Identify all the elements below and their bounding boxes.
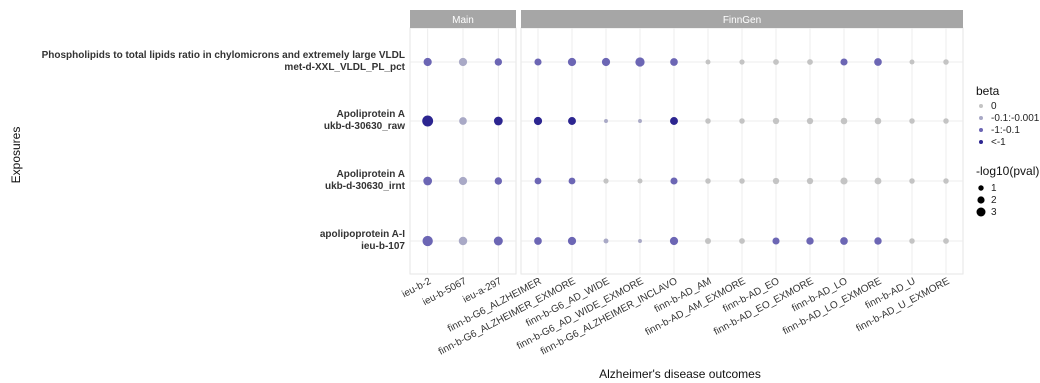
data-point — [567, 57, 577, 67]
legend-color-key — [979, 104, 983, 108]
facet-panels: Main FinnGen — [409, 10, 964, 275]
data-point — [739, 59, 745, 65]
data-point — [459, 117, 467, 125]
data-point — [773, 59, 779, 65]
y-tick-label-id: ukb-d-30630_raw — [324, 121, 405, 132]
data-point — [943, 59, 949, 65]
data-point — [422, 235, 433, 247]
data-point — [635, 57, 645, 67]
data-point — [534, 177, 542, 185]
facet-strip-label: Main — [452, 15, 474, 26]
y-tick-label-id: ukb-d-30630_irnt — [325, 181, 406, 192]
legend-size-label: 1 — [991, 183, 997, 194]
legend-color-key — [979, 128, 983, 132]
x-axis-title: Alzheimer's disease outcomes — [599, 367, 761, 381]
legend-size-key — [978, 185, 984, 191]
data-point — [568, 177, 576, 185]
legend-size-key — [976, 207, 986, 217]
data-point — [840, 177, 848, 185]
x-axis-tick-labels: ieu-b-2ieu-b-5067ieu-a-297finn-b-G6_ALZH… — [400, 276, 951, 358]
data-point — [637, 178, 643, 184]
data-point — [909, 59, 915, 65]
data-point — [603, 178, 609, 184]
data-point — [567, 236, 577, 246]
data-point — [534, 58, 542, 66]
data-point — [669, 236, 679, 246]
facet-strip-finngen — [521, 10, 963, 28]
legend-size-label: 2 — [991, 195, 997, 206]
data-point — [806, 237, 814, 245]
data-point — [739, 178, 745, 184]
y-tick-label-name: Apoliprotein A — [336, 109, 405, 120]
data-point — [670, 177, 678, 185]
data-point — [670, 58, 678, 66]
data-point — [704, 237, 712, 245]
legend-color-label: -1:-0.1 — [991, 125, 1020, 136]
legend-color-key — [979, 140, 983, 144]
data-point — [494, 177, 503, 185]
data-point — [909, 238, 915, 244]
data-point — [494, 58, 503, 66]
data-point — [943, 178, 949, 184]
data-point — [874, 58, 882, 66]
data-point — [739, 238, 745, 244]
data-point — [909, 178, 915, 184]
data-point — [423, 176, 433, 186]
data-point — [638, 119, 642, 123]
data-point — [638, 239, 642, 243]
legend-size-label: 3 — [991, 207, 997, 218]
data-point — [772, 237, 780, 245]
data-point — [840, 58, 848, 66]
data-point — [806, 177, 814, 185]
legend-size-title: -log10(pval) — [976, 164, 1039, 178]
facet-strip-label: FinnGen — [723, 15, 761, 26]
legend-color-label: 0 — [991, 101, 997, 112]
data-point — [670, 117, 678, 125]
facet-strip-main — [410, 10, 516, 28]
legend-color-title: beta — [976, 84, 1000, 98]
data-point — [458, 57, 468, 67]
data-point — [909, 118, 915, 124]
y-tick-label-id: met-d-XXL_VLDL_PL_pct — [284, 62, 405, 73]
y-axis-tick-labels: Phospholipids to total lipids ratio in c… — [42, 50, 406, 252]
data-point — [458, 176, 468, 186]
y-tick-label-name: Apoliprotein A — [336, 169, 405, 180]
legend-color-key — [979, 116, 983, 120]
legend-color-label: <-1 — [991, 137, 1006, 148]
data-point — [533, 116, 543, 126]
data-point — [458, 236, 468, 246]
data-point — [422, 115, 434, 127]
data-point — [493, 236, 503, 246]
data-point — [739, 118, 745, 124]
data-point — [807, 59, 813, 65]
data-point — [943, 118, 949, 124]
data-point — [874, 117, 882, 125]
data-point — [604, 119, 608, 123]
data-point — [874, 177, 882, 185]
data-point — [772, 177, 780, 185]
legend: beta 0-0.1:-0.001-1:-0.1<-1 -log10(pval) 12… — [976, 84, 1040, 218]
data-point — [534, 237, 542, 245]
data-point — [840, 117, 848, 125]
data-point — [423, 57, 432, 67]
data-point — [603, 238, 609, 244]
legend-size-key — [977, 196, 985, 204]
data-point — [943, 238, 949, 244]
data-point — [772, 117, 780, 125]
y-tick-label-name: apolipoprotein A-I — [320, 229, 405, 240]
y-axis-title: Exposures — [9, 127, 23, 184]
data-point — [806, 117, 814, 125]
y-tick-label-name: Phospholipids to total lipids ratio in c… — [42, 50, 405, 61]
data-point — [705, 59, 711, 65]
data-point — [493, 116, 503, 126]
data-point — [874, 237, 882, 245]
legend-color-label: -0.1:-0.001 — [991, 113, 1040, 124]
data-point — [568, 117, 576, 125]
data-point — [705, 118, 711, 124]
data-point — [840, 237, 848, 245]
data-point — [601, 57, 611, 67]
data-point — [705, 178, 711, 184]
y-tick-label-id: ieu-b-107 — [361, 241, 405, 252]
